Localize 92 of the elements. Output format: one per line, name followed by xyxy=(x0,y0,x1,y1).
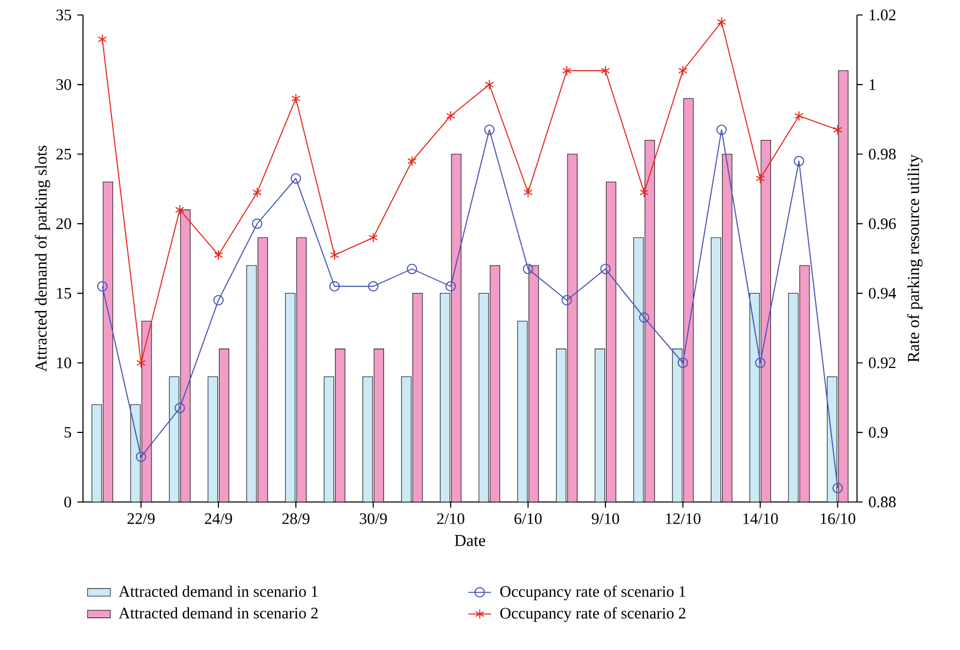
point xyxy=(755,358,766,368)
point xyxy=(252,218,262,229)
bar xyxy=(644,140,655,502)
point xyxy=(329,281,340,292)
y-tick-label: 20 xyxy=(56,218,72,230)
point xyxy=(716,124,727,135)
point xyxy=(368,281,378,292)
point xyxy=(562,295,572,306)
y2-axis-title: Rate of parking resource utility xyxy=(907,154,923,362)
legend-label: Occupancy rate of scenario 2 xyxy=(500,607,686,622)
point xyxy=(833,124,842,135)
bar xyxy=(606,182,616,502)
point xyxy=(213,295,224,306)
y-tick-label: 15 xyxy=(57,288,72,299)
point xyxy=(522,264,534,274)
y2-tick-label: 0.96 xyxy=(868,218,896,230)
bar xyxy=(490,265,500,502)
point xyxy=(98,34,107,45)
point xyxy=(678,65,688,76)
point xyxy=(136,358,146,368)
point xyxy=(174,402,185,414)
x-tick-label: 30/9 xyxy=(360,513,387,524)
legend-label: Occupancy rate of scenario 1 xyxy=(500,586,686,600)
point xyxy=(832,482,843,494)
point xyxy=(678,358,688,368)
bar xyxy=(451,154,462,502)
point xyxy=(484,124,495,135)
x-tick-label: 16/10 xyxy=(820,513,856,524)
point xyxy=(484,79,494,90)
bar xyxy=(528,265,539,502)
point xyxy=(330,250,340,260)
point xyxy=(368,232,378,243)
bar xyxy=(683,98,694,502)
x-tick-label: 14/10 xyxy=(743,513,778,524)
bar xyxy=(102,182,114,502)
y2-tick-label: 0.92 xyxy=(868,357,896,368)
y-tick-label: 5 xyxy=(64,427,72,438)
bar xyxy=(374,348,384,502)
point xyxy=(406,264,418,274)
bar xyxy=(838,70,848,502)
point xyxy=(407,156,417,166)
point xyxy=(252,187,262,198)
y2-tick-label: 0.9 xyxy=(868,426,888,438)
point xyxy=(446,110,456,122)
y-tick-label: 10 xyxy=(57,357,72,368)
point xyxy=(290,173,302,184)
x-tick-label: 2/10 xyxy=(437,513,464,524)
y-axis-title: Attracted demand of parking slots xyxy=(34,146,50,372)
point xyxy=(523,187,533,198)
point xyxy=(97,281,108,292)
point xyxy=(562,65,572,76)
y-tick-label: 0 xyxy=(64,496,72,508)
point xyxy=(794,110,804,122)
point xyxy=(214,250,224,260)
point xyxy=(600,65,610,76)
bar xyxy=(567,154,578,502)
bar xyxy=(722,154,732,502)
legend-label: Attracted demand in scenario 1 xyxy=(118,586,318,597)
point xyxy=(640,187,649,198)
x-tick-label: 6/10 xyxy=(514,513,542,524)
y2-tick-label: 0.94 xyxy=(868,288,896,299)
x-tick-label: 24/9 xyxy=(204,513,232,524)
point xyxy=(136,452,146,462)
point xyxy=(794,156,804,166)
bar xyxy=(180,210,190,502)
legend-label: Attracted demand in scenario 2 xyxy=(118,607,318,619)
y-tick-label: 25 xyxy=(56,148,72,160)
point xyxy=(175,204,184,215)
point xyxy=(291,93,300,104)
point xyxy=(756,173,765,184)
y2-tick-label: 1.02 xyxy=(870,10,896,20)
x-tick-label: 9/10 xyxy=(592,513,620,524)
y2-tick-label: 0.88 xyxy=(868,496,896,508)
y-tick-label: 30 xyxy=(56,79,72,90)
x-tick-label: 12/10 xyxy=(666,513,700,524)
bar xyxy=(760,140,771,502)
point xyxy=(445,281,456,292)
bar xyxy=(799,265,810,502)
point xyxy=(600,264,611,274)
point xyxy=(638,312,650,323)
bar xyxy=(296,237,307,502)
point xyxy=(716,16,726,28)
y2-tick-label: 1 xyxy=(870,79,876,90)
bar xyxy=(412,293,423,502)
y-tick-label: 35 xyxy=(56,10,72,20)
y2-tick-label: 0.98 xyxy=(868,148,896,160)
bar xyxy=(258,237,268,502)
x-tick-label: 22/9 xyxy=(128,513,155,524)
x-axis-title: Date xyxy=(454,535,486,546)
bar xyxy=(335,348,346,502)
x-tick-label: 28/9 xyxy=(282,513,310,524)
bar xyxy=(218,348,230,502)
